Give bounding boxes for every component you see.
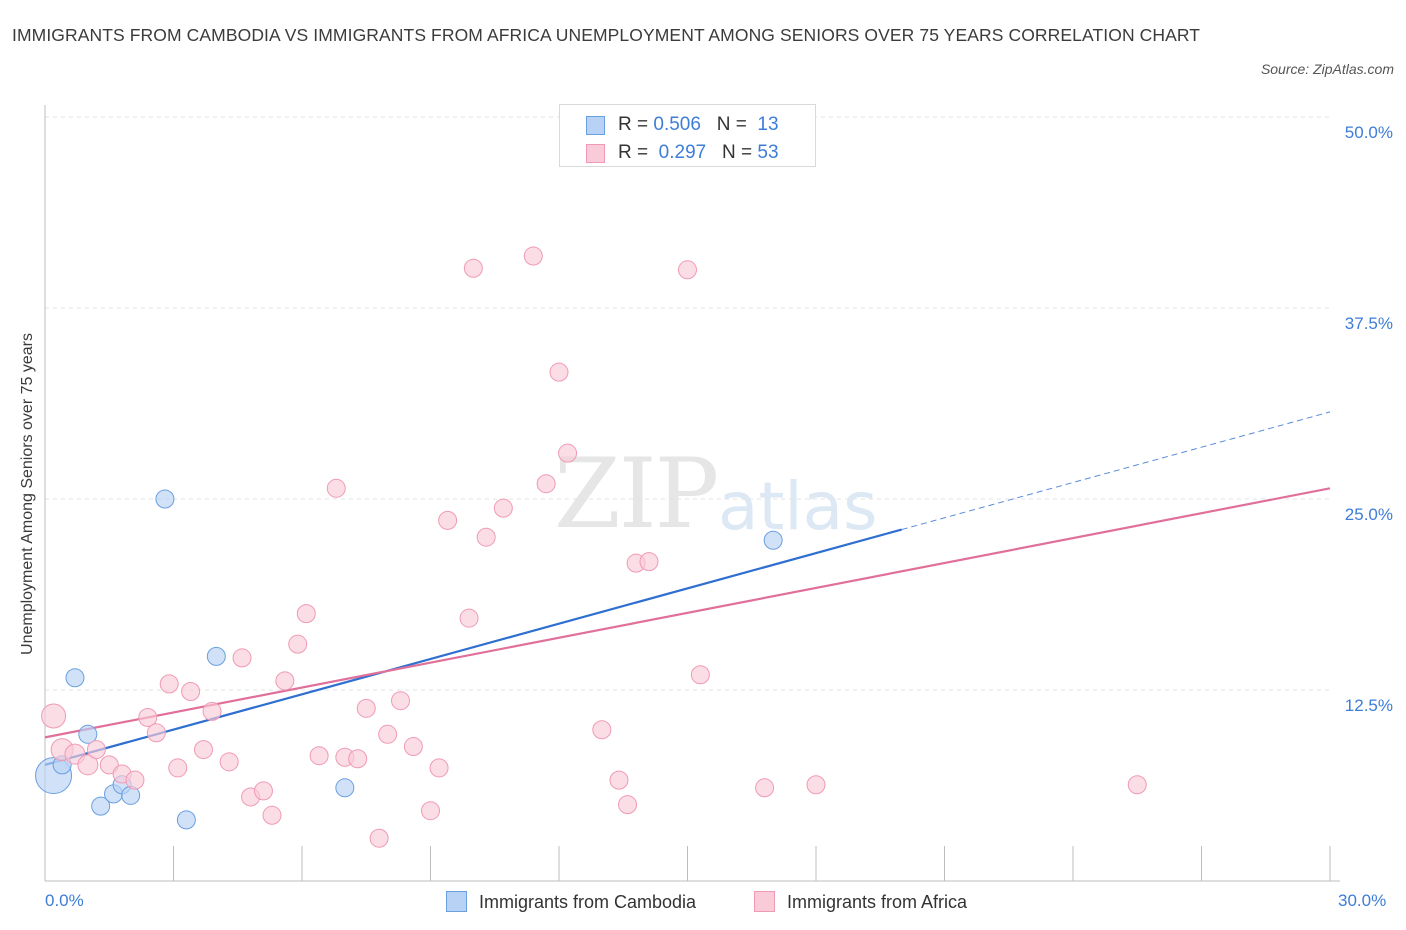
bottom-legend-label-africa: Immigrants from Africa [787, 892, 968, 912]
point-africa [463, 258, 483, 278]
point-africa [609, 770, 629, 790]
point-africa [493, 498, 513, 518]
point-africa [391, 691, 411, 711]
data-points [35, 246, 1147, 848]
point-africa [232, 648, 252, 668]
point-africa [99, 755, 119, 775]
y-tick-label: 25.0% [1344, 505, 1393, 524]
point-africa [41, 703, 67, 729]
point-africa [1127, 775, 1147, 795]
trend-line-africa [44, 487, 1331, 739]
point-cambodia [763, 530, 783, 550]
point-africa [348, 749, 368, 769]
legend-text-cambodia: R = 0.506 N = 13 [618, 114, 779, 135]
point-cambodia [155, 489, 175, 509]
point-africa [356, 698, 376, 718]
bottom-legend-africa: Immigrants from Africa [754, 889, 1014, 915]
point-africa [403, 737, 423, 757]
point-cambodia [78, 724, 98, 744]
point-africa [125, 770, 145, 790]
x-tick-label-left: 0.0% [45, 891, 84, 910]
point-africa [549, 362, 569, 382]
y-tick-label: 12.5% [1344, 696, 1393, 715]
bottom-legend-swatch-cambodia [446, 891, 467, 912]
point-africa [253, 781, 273, 801]
point-africa [326, 478, 346, 498]
point-africa [159, 674, 179, 694]
point-cambodia [91, 796, 111, 816]
point-africa [806, 775, 826, 795]
point-africa [202, 701, 222, 721]
point-africa [369, 828, 389, 848]
point-africa [219, 752, 239, 772]
legend-n-cambodia: 13 [757, 114, 779, 135]
point-africa [592, 720, 612, 740]
point-africa [181, 682, 201, 702]
trend-line-extension-cambodia [901, 411, 1331, 531]
trend-line-cambodia [44, 528, 902, 766]
point-africa [755, 778, 775, 798]
point-cambodia [206, 646, 226, 666]
correlation-legend: R = 0.506 N = 13 R = 0.297 N = 53 [559, 104, 816, 167]
point-africa [77, 754, 99, 776]
gridlines [45, 116, 1330, 691]
point-africa [288, 634, 308, 654]
point-africa [690, 665, 710, 685]
point-africa [146, 723, 166, 743]
point-africa [378, 724, 398, 744]
chart-title: IMMIGRANTS FROM CAMBODIA VS IMMIGRANTS F… [12, 25, 1201, 45]
y-tick-label: 50.0% [1344, 123, 1393, 142]
point-africa [86, 740, 106, 760]
point-africa [138, 708, 158, 728]
point-africa [639, 552, 659, 572]
legend-n-africa: 53 [757, 142, 779, 163]
point-africa [296, 604, 316, 624]
legend-r-africa: 0.297 [658, 142, 707, 163]
point-africa [459, 608, 479, 628]
point-africa [309, 746, 329, 766]
bottom-legend-swatch-africa [754, 891, 775, 912]
watermark-zip: ZIP [554, 438, 719, 550]
y-tick-label: 37.5% [1344, 314, 1393, 333]
point-africa [193, 740, 213, 760]
watermark-atlas: atlas [718, 468, 878, 545]
axes [44, 105, 1340, 882]
legend-text-africa: R = 0.297 N = 53 [618, 142, 779, 163]
point-africa [438, 510, 458, 530]
point-africa [421, 801, 440, 821]
point-africa [429, 758, 449, 778]
point-africa [262, 805, 282, 825]
point-africa [678, 260, 697, 280]
point-africa [168, 758, 188, 778]
x-tick-label-right: 30.0% [1338, 891, 1387, 910]
bottom-legend-cambodia: Immigrants from Cambodia [446, 889, 736, 915]
point-africa [536, 474, 556, 494]
point-africa [618, 795, 638, 815]
legend-swatch-africa [586, 144, 605, 163]
point-africa [558, 443, 578, 463]
bottom-legend-label-cambodia: Immigrants from Cambodia [479, 892, 697, 912]
legend-r-cambodia: 0.506 [653, 114, 701, 135]
point-cambodia [335, 778, 355, 798]
trend-lines [44, 411, 1331, 766]
point-africa [275, 671, 295, 691]
point-africa [523, 246, 543, 266]
legend-swatch-cambodia [586, 116, 605, 135]
point-cambodia [176, 810, 196, 830]
point-cambodia [65, 668, 85, 688]
point-africa [476, 527, 496, 547]
source-label: Source: ZipAtlas.com [1260, 61, 1394, 77]
